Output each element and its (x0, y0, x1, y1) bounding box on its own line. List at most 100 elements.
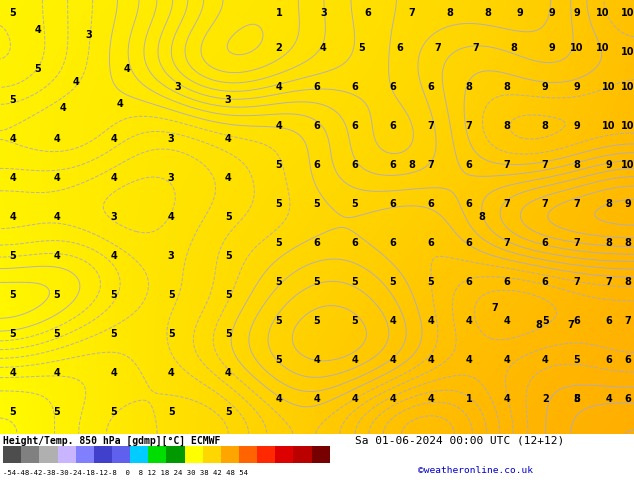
Text: 10: 10 (602, 82, 616, 92)
Text: 4: 4 (10, 134, 16, 144)
Text: 4: 4 (54, 212, 60, 222)
Text: 5: 5 (168, 290, 174, 300)
Text: 5: 5 (111, 407, 117, 417)
Text: 5: 5 (225, 290, 231, 300)
Text: 4: 4 (390, 355, 396, 365)
Text: 5: 5 (54, 407, 60, 417)
Text: 8: 8 (624, 238, 631, 248)
Bar (130, 446, 148, 463)
Text: 4: 4 (168, 212, 174, 222)
Text: 8: 8 (605, 199, 612, 209)
Text: 9: 9 (624, 199, 631, 209)
Text: 6: 6 (466, 238, 472, 248)
Bar (112, 446, 130, 463)
Text: 6: 6 (352, 160, 358, 170)
Bar (221, 446, 239, 463)
Text: 9: 9 (548, 43, 555, 53)
Text: 8: 8 (605, 238, 612, 248)
Text: 4: 4 (428, 394, 434, 404)
Text: 5: 5 (276, 160, 282, 170)
Text: 6: 6 (365, 8, 371, 18)
Text: -54-48-42-38-30-24-18-12-8  0  8 12 18 24 30 38 42 48 54: -54-48-42-38-30-24-18-12-8 0 8 12 18 24 … (3, 470, 248, 476)
Text: 7: 7 (624, 316, 631, 326)
Text: 4: 4 (320, 43, 327, 53)
Text: 5: 5 (352, 277, 358, 287)
Text: 3: 3 (168, 173, 174, 183)
Text: 8: 8 (542, 121, 548, 131)
Text: 5: 5 (542, 316, 548, 326)
Text: 6: 6 (542, 238, 548, 248)
Text: 5: 5 (225, 407, 231, 417)
Bar (3, 446, 22, 463)
Text: 6: 6 (314, 160, 320, 170)
Text: 5: 5 (276, 355, 282, 365)
Text: 4: 4 (504, 394, 510, 404)
Text: 7: 7 (574, 199, 580, 209)
Text: 6: 6 (574, 316, 580, 326)
Text: 4: 4 (276, 394, 282, 404)
Bar (294, 446, 311, 463)
Text: 8: 8 (447, 8, 453, 18)
Text: 3: 3 (174, 82, 181, 92)
Text: 6: 6 (390, 238, 396, 248)
Text: 7: 7 (574, 238, 580, 248)
Text: 4: 4 (54, 368, 60, 378)
Bar (311, 446, 330, 463)
Text: 5: 5 (428, 277, 434, 287)
Text: 6: 6 (314, 82, 320, 92)
Text: 8: 8 (504, 121, 510, 131)
Text: 6: 6 (396, 43, 403, 53)
Text: 4: 4 (54, 251, 60, 261)
Text: 1: 1 (466, 394, 472, 404)
Text: 3: 3 (168, 251, 174, 261)
Text: 3: 3 (168, 134, 174, 144)
Text: 4: 4 (54, 134, 60, 144)
Text: 5: 5 (352, 316, 358, 326)
Text: 6: 6 (605, 316, 612, 326)
Text: 7: 7 (567, 320, 574, 330)
Text: 4: 4 (352, 394, 358, 404)
Text: 4: 4 (111, 368, 117, 378)
Text: 7: 7 (504, 199, 510, 209)
Bar (203, 446, 221, 463)
Text: 10: 10 (602, 121, 616, 131)
Text: 6: 6 (428, 238, 434, 248)
Bar (239, 446, 257, 463)
Text: 4: 4 (225, 173, 231, 183)
Text: 8: 8 (624, 277, 631, 287)
Text: 10: 10 (621, 160, 634, 170)
Text: 4: 4 (117, 99, 124, 109)
Bar (39, 446, 58, 463)
Text: 6: 6 (624, 394, 631, 404)
Text: 3: 3 (320, 8, 327, 18)
Text: 4: 4 (542, 355, 548, 365)
Text: 10: 10 (621, 121, 634, 131)
Text: 4: 4 (60, 103, 67, 113)
Text: 7: 7 (466, 121, 472, 131)
Text: 7: 7 (574, 277, 580, 287)
Text: 2: 2 (276, 43, 282, 53)
Text: 4: 4 (276, 121, 282, 131)
Text: 4: 4 (428, 355, 434, 365)
Text: 5: 5 (276, 316, 282, 326)
Text: 6: 6 (352, 82, 358, 92)
Text: 6: 6 (314, 121, 320, 131)
Text: 4: 4 (225, 368, 231, 378)
Text: 6: 6 (504, 277, 510, 287)
Text: 5: 5 (352, 199, 358, 209)
Text: 9: 9 (574, 82, 580, 92)
Text: 5: 5 (574, 355, 580, 365)
Text: 4: 4 (390, 316, 396, 326)
Text: Height/Temp. 850 hPa [gdmp][°C] ECMWF: Height/Temp. 850 hPa [gdmp][°C] ECMWF (3, 435, 221, 445)
Text: 5: 5 (314, 316, 320, 326)
Text: 6: 6 (466, 160, 472, 170)
Text: 9: 9 (574, 8, 580, 18)
Text: 6: 6 (624, 355, 631, 365)
Text: 8: 8 (485, 8, 491, 18)
Text: 8: 8 (504, 82, 510, 92)
Text: 3: 3 (111, 212, 117, 222)
Text: 6: 6 (390, 82, 396, 92)
Text: 4: 4 (314, 394, 320, 404)
Text: 3: 3 (225, 95, 231, 105)
Text: 4: 4 (54, 173, 60, 183)
